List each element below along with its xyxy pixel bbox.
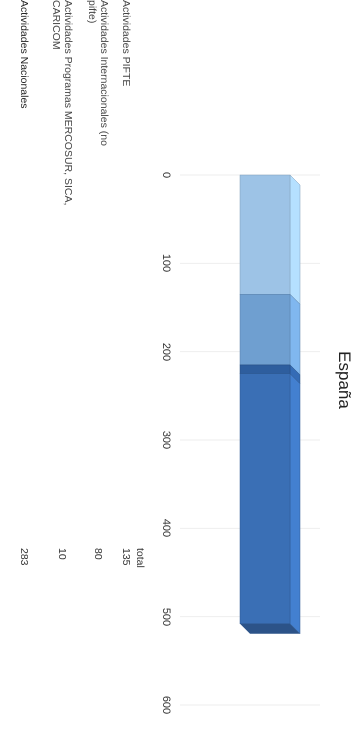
bar-top-face [289,373,301,635]
tick-label: 400 [160,518,172,538]
tick-label: 200 [160,342,172,362]
bar-top-face [289,174,301,305]
tick-label: 100 [160,253,172,273]
data-table-header: total [134,548,146,568]
tick-label: 500 [160,607,172,627]
series-label: Actividades Internacionales (no pifte) [86,0,110,146]
series-value: 80 [92,548,104,560]
series-value: 283 [18,548,30,566]
bar-top-face [289,293,301,376]
series-label: Actividades Programas MERCOSUR, SICA, CA… [50,0,74,206]
series-label: Actividades Nacionales [18,0,30,109]
series-value: 10 [56,548,68,560]
series-value: 135 [120,548,132,566]
bar-side-face [240,623,300,634]
bar-segment [239,373,291,624]
bar-segment [239,364,291,374]
series-label: Actividades PIFTE [120,0,132,87]
tick-label: 0 [160,171,172,179]
bar-segment [239,174,291,295]
tick-label: 600 [160,695,172,715]
bar-segment [239,294,291,366]
tick-label: 300 [160,430,172,450]
